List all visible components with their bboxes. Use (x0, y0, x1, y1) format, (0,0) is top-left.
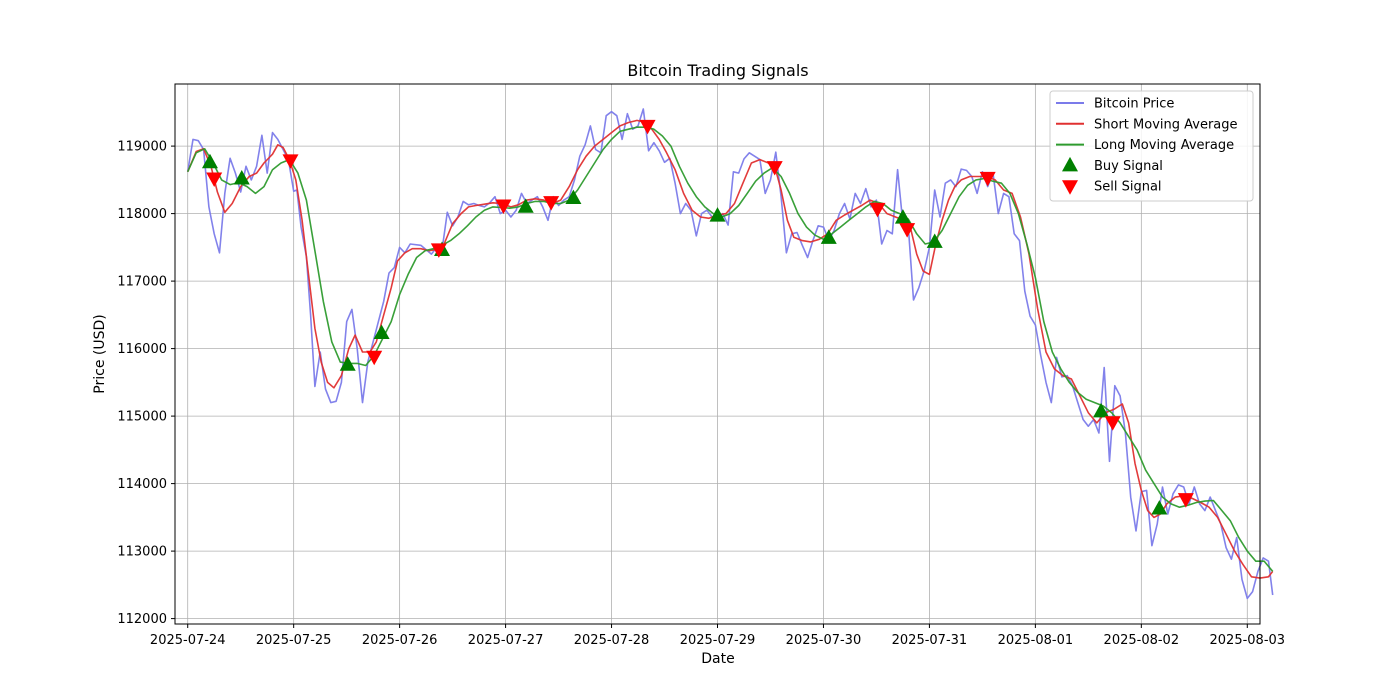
legend-buy: Buy Signal (1062, 156, 1163, 174)
sell-signal-marker (206, 172, 223, 187)
buy-signal-marker (339, 356, 356, 371)
sell-signal-marker (899, 223, 916, 238)
series-lines (186, 108, 1274, 600)
legend-short-ma: Short Moving Average (1056, 117, 1238, 132)
legend: Bitcoin Price Short Moving Average Long Mo… (1049, 90, 1254, 202)
buy-signal-marker (1151, 500, 1168, 515)
legend-long-ma: Long Moving Average (1056, 138, 1234, 153)
legend-buy-label: Buy Signal (1094, 159, 1163, 174)
x-axis-label: Date (701, 651, 734, 667)
legend-price-label: Bitcoin Price (1094, 97, 1174, 112)
axis-ticks: 2025-07-24 2025-07-25 2025-07-26 2025-07-27… (117, 140, 1285, 648)
legend-buy-swatch (1062, 156, 1078, 172)
y-tick-label: 118000 (117, 207, 167, 222)
y-tick-label: 116000 (117, 342, 167, 357)
x-tick-label: 2025-08-03 (1210, 633, 1286, 648)
buy-signal-marker (517, 198, 534, 213)
sell-signal-marker (1177, 493, 1194, 508)
legend-sell-swatch (1062, 180, 1078, 195)
plot-frame (174, 83, 1261, 625)
sell-signal-marker (1104, 416, 1121, 431)
sell-signal-marker (495, 199, 512, 214)
sell-signal-marker (282, 154, 299, 169)
sell-signal-marker (366, 350, 383, 366)
buy-signal-marker (233, 170, 250, 185)
sell-signal-marker (869, 202, 886, 218)
legend-box (1049, 90, 1254, 202)
x-tick-label: 2025-07-29 (680, 633, 756, 648)
x-tick-label: 2025-08-01 (998, 633, 1074, 648)
legend-sell-label: Sell Signal (1094, 180, 1162, 195)
sell-signal-marker (766, 161, 783, 176)
buy-signal-marker (565, 189, 582, 205)
buy-signal-marker (894, 209, 911, 224)
y-tick-label: 112000 (117, 612, 167, 627)
buy-signal-marker (820, 229, 837, 244)
y-tick-label: 113000 (117, 545, 167, 560)
legend-price: Bitcoin Price (1056, 97, 1174, 112)
legend-long-ma-label: Long Moving Average (1094, 138, 1234, 153)
y-tick-label: 114000 (117, 477, 167, 492)
signal-markers (201, 119, 1194, 515)
buy-signal-marker (709, 207, 726, 222)
x-tick-label: 2025-07-26 (362, 633, 438, 648)
buy-signal-marker (926, 233, 943, 248)
short-ma-line (186, 119, 1274, 579)
x-tick-label: 2025-07-28 (574, 633, 650, 648)
long-ma-line (186, 126, 1274, 572)
x-tick-label: 2025-07-24 (150, 633, 226, 648)
y-tick-label: 119000 (117, 140, 167, 155)
buy-signal-marker (201, 153, 218, 169)
x-tick-label: 2025-07-25 (256, 633, 332, 648)
x-tick-label: 2025-08-02 (1104, 633, 1180, 648)
sell-signal-marker (979, 171, 996, 187)
x-tick-label: 2025-07-30 (786, 633, 862, 648)
legend-sell: Sell Signal (1062, 180, 1162, 195)
legend-short-ma-label: Short Moving Average (1094, 117, 1238, 132)
sell-signal-marker (543, 196, 560, 211)
y-axis-label: Price (USD) (92, 314, 108, 393)
x-tick-label: 2025-07-27 (468, 633, 544, 648)
y-tick-label: 117000 (117, 275, 167, 290)
sell-signal-marker (639, 119, 656, 135)
buy-signal-marker (1093, 402, 1110, 418)
sell-signal-marker (430, 243, 447, 258)
chart-title: Bitcoin Trading Signals (627, 61, 808, 80)
buy-signal-marker (373, 324, 390, 340)
x-tick-label: 2025-07-31 (892, 633, 968, 648)
y-tick-label: 115000 (117, 410, 167, 425)
